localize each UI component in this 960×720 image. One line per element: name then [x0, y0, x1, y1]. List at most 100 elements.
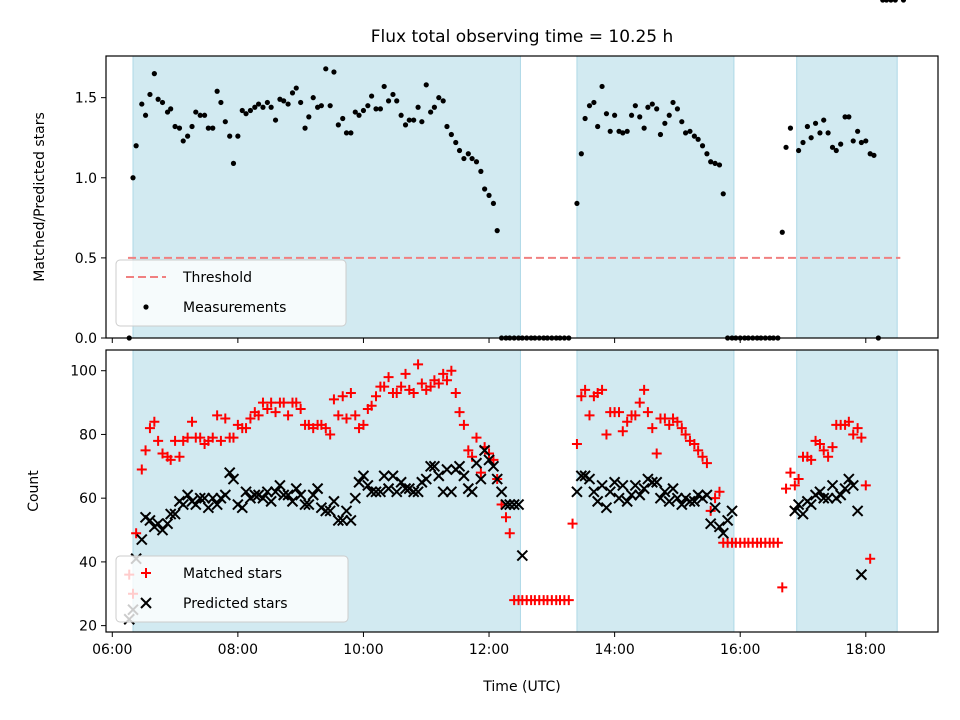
data-point — [779, 229, 785, 235]
data-point — [454, 407, 465, 418]
data-point — [494, 228, 500, 234]
data-point — [340, 115, 346, 122]
data-point — [269, 486, 282, 498]
data-point — [345, 388, 356, 399]
data-point — [588, 486, 600, 498]
data-point — [419, 119, 425, 125]
data-point — [858, 139, 864, 146]
data-point — [202, 502, 215, 514]
data-point — [825, 130, 831, 136]
data-point — [583, 473, 596, 485]
data-point — [508, 498, 520, 511]
data-point — [689, 439, 700, 449]
data-point — [789, 480, 800, 491]
data-point — [466, 486, 478, 498]
data-point — [324, 505, 336, 517]
data-point — [295, 403, 306, 414]
data-point — [357, 470, 370, 482]
data-point — [294, 489, 307, 501]
data-point — [333, 410, 344, 421]
data-point — [140, 445, 151, 456]
data-point — [136, 533, 148, 546]
data-point — [325, 429, 336, 440]
data-point — [362, 479, 374, 492]
data-point — [637, 114, 643, 120]
data-point — [236, 502, 248, 514]
data-point — [431, 104, 438, 110]
data-point — [227, 473, 240, 485]
data-point — [245, 413, 256, 424]
data-point — [847, 479, 859, 492]
data-point — [266, 397, 277, 408]
data-point — [833, 147, 839, 154]
data-point — [662, 120, 668, 126]
data-point — [438, 368, 449, 379]
data-point — [147, 91, 153, 98]
data-point — [855, 128, 861, 134]
data-point — [281, 98, 287, 104]
data-point — [604, 486, 616, 498]
data-point — [394, 98, 400, 104]
data-point — [425, 381, 436, 392]
data-point — [441, 463, 453, 476]
data-point — [838, 141, 844, 147]
data-point — [674, 106, 681, 112]
data-point — [157, 448, 168, 459]
data-point — [478, 444, 491, 457]
data-point — [475, 473, 487, 485]
data-point — [483, 454, 495, 466]
data-point — [164, 109, 171, 115]
data-point — [892, 0, 898, 3]
data-point — [639, 384, 650, 395]
bottom-axes-frame — [105, 349, 939, 633]
data-point — [695, 136, 701, 142]
data-point — [437, 486, 449, 498]
data-point — [646, 476, 659, 488]
data-point — [207, 432, 218, 443]
data-point — [165, 454, 176, 465]
data-point — [599, 83, 605, 90]
data-point — [617, 479, 629, 492]
data-point — [482, 186, 488, 192]
data-point — [407, 486, 420, 498]
data-point — [285, 101, 291, 107]
data-point — [365, 103, 371, 109]
data-point — [458, 419, 469, 430]
data-point — [458, 470, 470, 482]
data-point — [691, 133, 697, 139]
data-point — [624, 128, 630, 134]
data-point — [629, 479, 642, 492]
data-point — [567, 518, 578, 529]
data-point — [436, 95, 442, 101]
data-point — [369, 93, 375, 99]
data-point — [278, 397, 289, 408]
data-point — [130, 175, 136, 181]
data-point — [797, 508, 809, 520]
data-point — [817, 130, 823, 136]
data-point — [855, 568, 868, 581]
data-point — [871, 152, 877, 158]
data-point — [349, 492, 361, 504]
data-point — [391, 388, 402, 399]
data-point — [600, 502, 613, 514]
data-point — [423, 82, 429, 88]
data-point — [596, 479, 608, 492]
legend-marker — [141, 568, 151, 578]
bottom-panel: 06:00 08:00 10:00 12:00 14:00 16:00 18:00 20 40 6… — [26, 349, 939, 658]
data-point — [282, 489, 294, 501]
data-point — [302, 125, 308, 131]
data-point — [189, 123, 195, 130]
data-point — [839, 482, 851, 495]
data-point — [603, 111, 610, 117]
data-point — [829, 144, 836, 150]
data-point — [265, 495, 277, 508]
data-point — [327, 103, 333, 109]
x-tick-label: 14:00 — [594, 642, 634, 658]
data-point — [131, 528, 142, 539]
data-point — [328, 495, 340, 508]
data-point — [416, 378, 427, 389]
data-point — [818, 492, 830, 504]
bottom-series-0 — [124, 359, 876, 606]
data-point — [792, 498, 805, 511]
